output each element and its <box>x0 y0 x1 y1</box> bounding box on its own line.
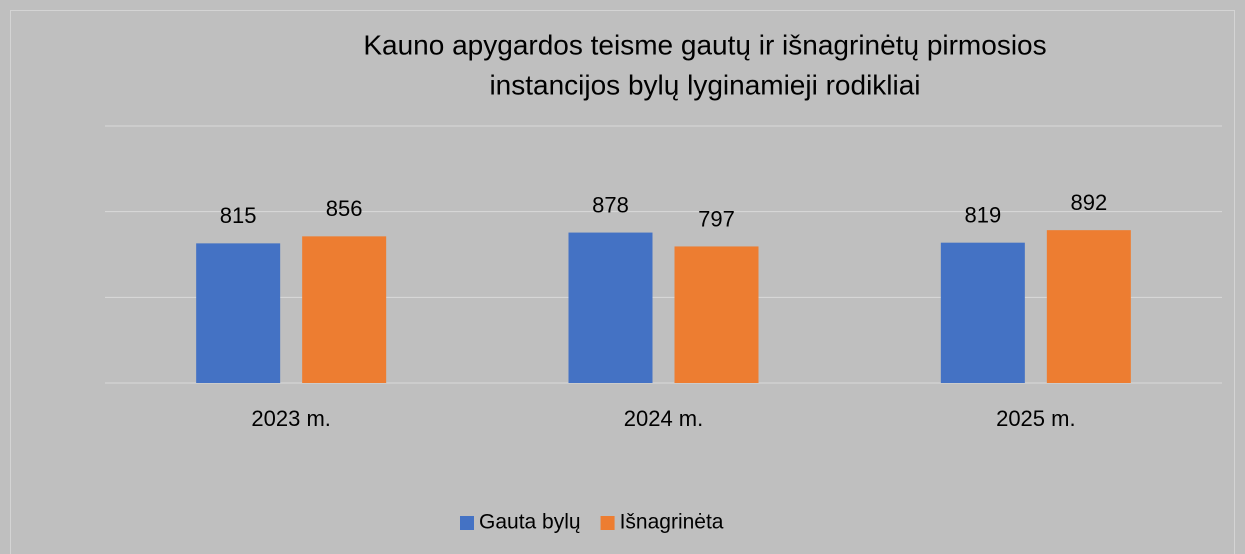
bar <box>196 243 281 383</box>
value-label: 819 <box>964 202 1001 227</box>
bar <box>674 246 759 383</box>
legend-swatch <box>460 516 474 530</box>
bar <box>302 236 387 383</box>
value-label: 892 <box>1070 190 1107 215</box>
legend-swatch <box>600 516 615 530</box>
bar <box>568 232 653 383</box>
legend-label: Gauta bylų <box>479 511 581 534</box>
value-label: 797 <box>698 206 735 231</box>
legend-label: Išnagrinėta <box>620 511 724 534</box>
chart-title: instancijos bylų lyginamieji rodikliai <box>489 69 920 100</box>
value-label: 815 <box>220 203 257 228</box>
chart-title: Kauno apygardos teisme gautų ir išnagrin… <box>363 29 1046 60</box>
value-label: 878 <box>592 192 629 217</box>
bar <box>940 242 1025 383</box>
x-tick-label: 2025 m. <box>996 406 1076 431</box>
x-tick-label: 2024 m. <box>624 406 704 431</box>
value-label: 856 <box>326 196 363 221</box>
chart-border <box>10 10 1235 554</box>
bar <box>1046 230 1131 383</box>
x-tick-label: 2023 m. <box>251 406 331 431</box>
